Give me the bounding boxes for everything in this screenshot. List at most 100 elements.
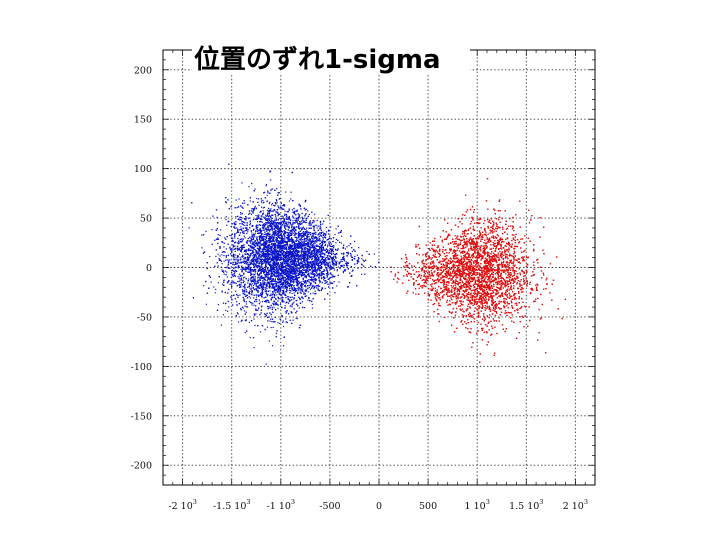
data-point bbox=[280, 297, 282, 299]
data-point bbox=[271, 254, 273, 256]
data-point bbox=[262, 300, 264, 303]
data-point bbox=[272, 283, 275, 285]
data-point bbox=[328, 244, 330, 246]
data-point bbox=[255, 284, 257, 286]
data-point bbox=[324, 244, 327, 246]
data-point bbox=[217, 234, 219, 236]
data-point bbox=[287, 259, 289, 261]
data-point bbox=[296, 318, 298, 320]
data-point bbox=[282, 248, 284, 250]
data-point bbox=[315, 233, 317, 235]
data-point bbox=[268, 202, 270, 205]
data-point bbox=[308, 269, 310, 271]
data-point bbox=[282, 247, 284, 249]
data-point bbox=[272, 220, 274, 222]
data-point bbox=[267, 276, 270, 278]
data-point bbox=[226, 271, 228, 273]
data-point bbox=[302, 241, 304, 243]
data-point bbox=[344, 248, 347, 250]
data-point bbox=[276, 273, 278, 275]
data-point bbox=[271, 245, 273, 247]
data-point bbox=[290, 239, 292, 241]
data-point bbox=[247, 292, 250, 294]
data-point bbox=[263, 249, 265, 251]
data-point bbox=[285, 213, 288, 216]
data-point bbox=[262, 238, 264, 240]
data-point bbox=[301, 232, 303, 234]
data-point bbox=[268, 212, 271, 214]
data-point bbox=[302, 288, 304, 290]
data-point bbox=[324, 236, 326, 238]
data-point bbox=[281, 224, 283, 226]
data-point bbox=[283, 244, 285, 246]
data-point bbox=[284, 215, 286, 217]
data-point bbox=[326, 256, 328, 258]
data-point bbox=[256, 197, 258, 200]
data-point bbox=[325, 265, 327, 267]
data-point bbox=[332, 274, 334, 276]
data-point bbox=[325, 259, 327, 261]
data-point bbox=[262, 248, 264, 250]
data-point bbox=[270, 208, 272, 210]
data-point bbox=[253, 262, 255, 264]
data-point bbox=[297, 277, 299, 279]
data-point bbox=[251, 291, 253, 293]
data-point bbox=[341, 260, 343, 263]
data-point bbox=[253, 313, 255, 315]
data-point bbox=[283, 221, 285, 223]
grid-lines bbox=[163, 50, 595, 485]
data-point bbox=[270, 327, 272, 329]
data-point bbox=[311, 261, 313, 263]
data-point bbox=[358, 247, 360, 249]
data-point bbox=[252, 238, 254, 240]
data-point bbox=[340, 261, 342, 263]
data-point bbox=[286, 259, 289, 261]
data-point bbox=[317, 286, 319, 288]
data-point bbox=[300, 220, 302, 222]
data-point bbox=[298, 238, 300, 240]
data-point bbox=[277, 244, 280, 246]
data-point bbox=[307, 247, 309, 250]
data-point bbox=[249, 297, 252, 299]
data-point bbox=[313, 221, 315, 223]
data-point bbox=[315, 282, 317, 285]
data-point bbox=[253, 297, 255, 299]
data-point bbox=[319, 243, 321, 245]
data-point bbox=[273, 262, 275, 264]
data-point bbox=[325, 248, 328, 250]
data-point bbox=[328, 241, 330, 243]
data-point bbox=[268, 221, 270, 223]
data-point bbox=[285, 318, 287, 320]
data-point bbox=[239, 229, 241, 231]
data-point bbox=[276, 261, 278, 263]
data-point bbox=[254, 262, 256, 264]
data-point bbox=[298, 222, 300, 224]
data-point bbox=[226, 224, 228, 226]
data-point bbox=[314, 268, 316, 270]
data-point bbox=[311, 278, 314, 280]
data-point bbox=[292, 267, 294, 269]
data-point bbox=[248, 186, 250, 188]
data-point bbox=[305, 288, 307, 290]
data-point bbox=[343, 254, 345, 256]
data-point bbox=[282, 255, 285, 257]
data-point bbox=[269, 171, 271, 173]
data-point bbox=[240, 307, 242, 310]
data-point bbox=[253, 238, 255, 240]
data-point bbox=[259, 284, 261, 286]
data-point bbox=[316, 227, 318, 229]
data-point bbox=[277, 215, 279, 217]
data-point bbox=[335, 228, 337, 230]
data-point bbox=[307, 257, 309, 259]
data-point bbox=[312, 279, 314, 281]
data-point bbox=[248, 296, 250, 298]
data-point bbox=[300, 260, 302, 262]
data-point bbox=[266, 254, 268, 257]
data-point bbox=[271, 285, 273, 287]
data-point bbox=[298, 254, 300, 256]
data-point bbox=[263, 262, 265, 264]
data-point bbox=[288, 259, 291, 261]
data-point bbox=[294, 265, 297, 267]
data-point bbox=[309, 232, 311, 234]
data-point bbox=[249, 336, 251, 339]
